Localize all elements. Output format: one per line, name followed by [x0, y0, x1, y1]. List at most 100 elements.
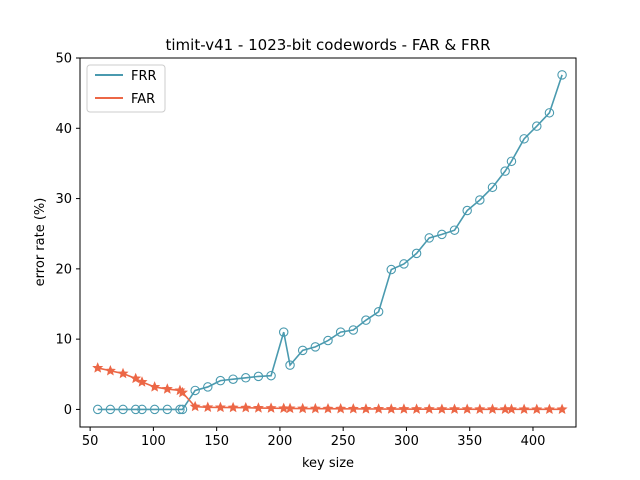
- data-point-frr: [297, 345, 308, 356]
- legend-box: [86, 64, 166, 113]
- data-point-far: [461, 403, 473, 414]
- y-tick-label: 40: [55, 122, 72, 137]
- data-point-frr: [348, 325, 359, 335]
- data-point-frr: [323, 335, 333, 346]
- x-tick-label: 400: [521, 434, 546, 449]
- data-point-far: [474, 403, 486, 414]
- data-point-far: [265, 402, 277, 413]
- y-tick-label: 0: [64, 403, 72, 418]
- data-point-far: [297, 402, 309, 414]
- data-point-far: [214, 401, 226, 413]
- series-layer: [92, 70, 568, 415]
- data-point-frr: [449, 225, 460, 235]
- data-point-frr: [92, 404, 103, 415]
- data-point-far: [531, 403, 543, 415]
- data-point-far: [398, 403, 410, 414]
- data-point-frr: [361, 315, 371, 325]
- data-point-frr: [285, 360, 295, 370]
- data-point-far: [556, 403, 568, 415]
- data-point-far: [149, 381, 161, 392]
- data-point-frr: [105, 404, 116, 415]
- data-point-far: [449, 403, 461, 414]
- x-tick-label: 300: [394, 434, 419, 449]
- x-tick-label: 100: [141, 434, 166, 449]
- data-point-frr: [118, 404, 128, 415]
- data-point-far: [543, 403, 555, 415]
- data-point-frr: [215, 375, 226, 386]
- data-point-frr: [411, 248, 422, 259]
- data-point-frr: [487, 182, 498, 193]
- data-point-far: [309, 402, 321, 414]
- data-point-frr: [203, 382, 213, 392]
- data-point-far: [189, 400, 201, 412]
- data-point-frr: [557, 70, 567, 80]
- data-point-frr: [310, 342, 321, 352]
- data-point-frr: [137, 404, 147, 415]
- y-axis-title: error rate (%): [33, 198, 48, 287]
- plot-frame: [79, 57, 577, 428]
- data-point-frr: [506, 156, 517, 167]
- data-point-frr: [335, 327, 346, 337]
- data-point-frr: [266, 370, 276, 381]
- data-point-far: [252, 402, 264, 413]
- data-point-frr: [500, 166, 510, 176]
- data-point-far: [486, 403, 498, 414]
- data-point-far: [176, 386, 188, 398]
- data-point-frr: [253, 371, 264, 382]
- data-point-far: [436, 403, 448, 414]
- data-point-far: [411, 403, 423, 414]
- data-point-frr: [373, 306, 384, 317]
- data-point-frr: [424, 233, 434, 243]
- x-tick-label: 50: [82, 434, 99, 449]
- series-line-far: [97, 367, 563, 411]
- x-tick-label: 350: [457, 434, 482, 449]
- data-point-far: [347, 403, 359, 414]
- data-point-frr: [162, 404, 173, 415]
- x-tick-label: 250: [331, 434, 356, 449]
- data-point-far: [360, 403, 372, 414]
- x-tick-label: 200: [268, 434, 293, 449]
- data-point-frr: [177, 404, 188, 415]
- data-point-frr: [437, 229, 447, 240]
- data-point-far: [92, 362, 104, 373]
- data-point-frr: [130, 404, 141, 415]
- data-point-far: [423, 403, 435, 414]
- y-axis: 0 10 20 30 40 50: [55, 52, 80, 418]
- data-point-frr: [475, 195, 485, 205]
- data-point-far: [284, 402, 296, 414]
- data-point-frr: [386, 264, 397, 275]
- data-point-far: [373, 403, 385, 414]
- data-point-frr: [149, 404, 160, 415]
- data-point-frr: [278, 327, 289, 337]
- data-point-frr: [532, 121, 542, 131]
- data-point-frr: [228, 374, 238, 384]
- series-line-frr: [97, 74, 563, 411]
- data-point-far: [202, 401, 214, 413]
- data-point-far: [505, 403, 517, 414]
- y-tick-label: 50: [55, 52, 72, 67]
- data-point-far: [117, 367, 129, 379]
- data-point-far: [385, 403, 397, 414]
- legend-label-far: FAR: [131, 92, 155, 107]
- x-tick-label: 150: [204, 434, 229, 449]
- chart-title: timit-v41 - 1023-bit codewords - FAR & F…: [165, 36, 490, 54]
- legend-label-frr: FRR: [131, 69, 157, 84]
- y-tick-label: 10: [55, 333, 72, 348]
- data-point-far: [136, 376, 148, 387]
- data-point-far: [227, 401, 239, 413]
- y-tick-label: 30: [55, 192, 72, 207]
- data-point-far: [104, 364, 116, 376]
- y-tick-label: 20: [55, 262, 72, 277]
- data-point-far: [161, 383, 173, 394]
- data-point-far: [518, 403, 530, 415]
- data-point-frr: [399, 259, 409, 269]
- data-point-frr: [190, 385, 200, 396]
- legend: FRR FAR: [86, 64, 166, 113]
- data-point-frr: [175, 404, 185, 415]
- data-point-far: [240, 401, 252, 413]
- data-point-far: [335, 403, 347, 414]
- data-point-frr: [544, 108, 555, 118]
- data-point-frr: [241, 373, 251, 383]
- data-point-frr: [519, 134, 529, 144]
